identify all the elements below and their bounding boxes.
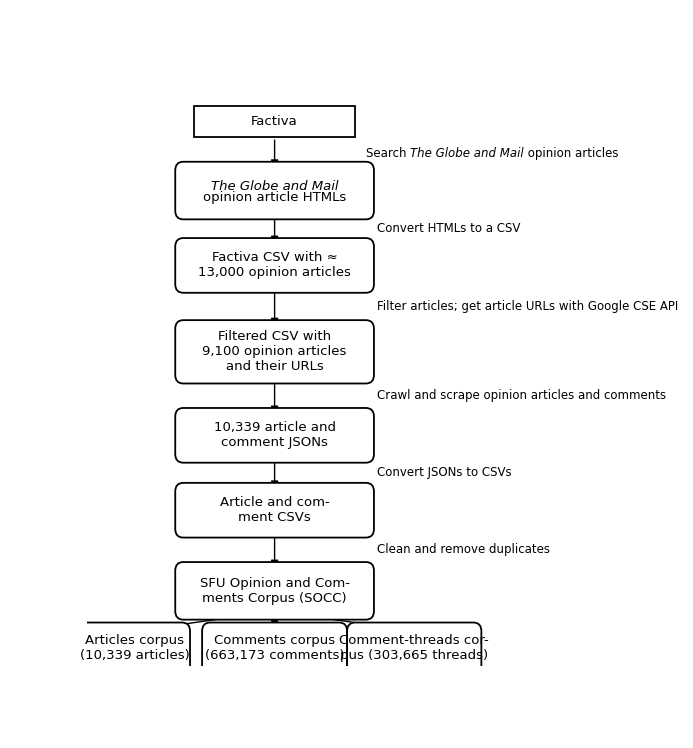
Text: Convert JSONs to CSVs: Convert JSONs to CSVs: [377, 466, 511, 479]
Text: Filter articles; get article URLs with Google CSE API: Filter articles; get article URLs with G…: [377, 300, 678, 313]
Text: Article and com-
ment CSVs: Article and com- ment CSVs: [220, 496, 329, 524]
Text: Articles corpus
(10,339 articles): Articles corpus (10,339 articles): [80, 634, 190, 663]
Text: Comment-threads cor-
pus (303,665 threads): Comment-threads cor- pus (303,665 thread…: [340, 634, 489, 663]
FancyBboxPatch shape: [175, 408, 374, 463]
FancyBboxPatch shape: [175, 562, 374, 619]
Text: Clean and remove duplicates: Clean and remove duplicates: [377, 543, 550, 557]
Text: Filtered CSV with
9,100 opinion articles
and their URLs: Filtered CSV with 9,100 opinion articles…: [202, 331, 346, 373]
Text: The Globe and Mail: The Globe and Mail: [410, 147, 524, 160]
FancyBboxPatch shape: [175, 483, 374, 538]
Text: opinion article HTMLs: opinion article HTMLs: [203, 191, 346, 204]
FancyBboxPatch shape: [175, 320, 374, 384]
Text: Crawl and scrape opinion articles and comments: Crawl and scrape opinion articles and co…: [377, 389, 666, 402]
Text: opinion articles: opinion articles: [524, 147, 618, 160]
Text: Factiva CSV with ≈
13,000 opinion articles: Factiva CSV with ≈ 13,000 opinion articl…: [198, 251, 351, 280]
Text: SFU Opinion and Com-
ments Corpus (SOCC): SFU Opinion and Com- ments Corpus (SOCC): [200, 577, 349, 605]
Text: Search: Search: [366, 147, 410, 160]
FancyBboxPatch shape: [202, 622, 347, 675]
Text: 10,339 article and
comment JSONs: 10,339 article and comment JSONs: [213, 421, 335, 450]
FancyBboxPatch shape: [175, 238, 374, 292]
Text: The Globe and Mail: The Globe and Mail: [211, 180, 338, 193]
FancyBboxPatch shape: [80, 622, 190, 675]
Text: Convert HTMLs to a CSV: Convert HTMLs to a CSV: [377, 222, 520, 235]
FancyBboxPatch shape: [175, 162, 374, 219]
Text: Comments corpus
(663,173 comments): Comments corpus (663,173 comments): [205, 634, 344, 663]
FancyBboxPatch shape: [347, 622, 482, 675]
FancyBboxPatch shape: [194, 105, 356, 138]
Text: Factiva: Factiva: [252, 115, 298, 128]
